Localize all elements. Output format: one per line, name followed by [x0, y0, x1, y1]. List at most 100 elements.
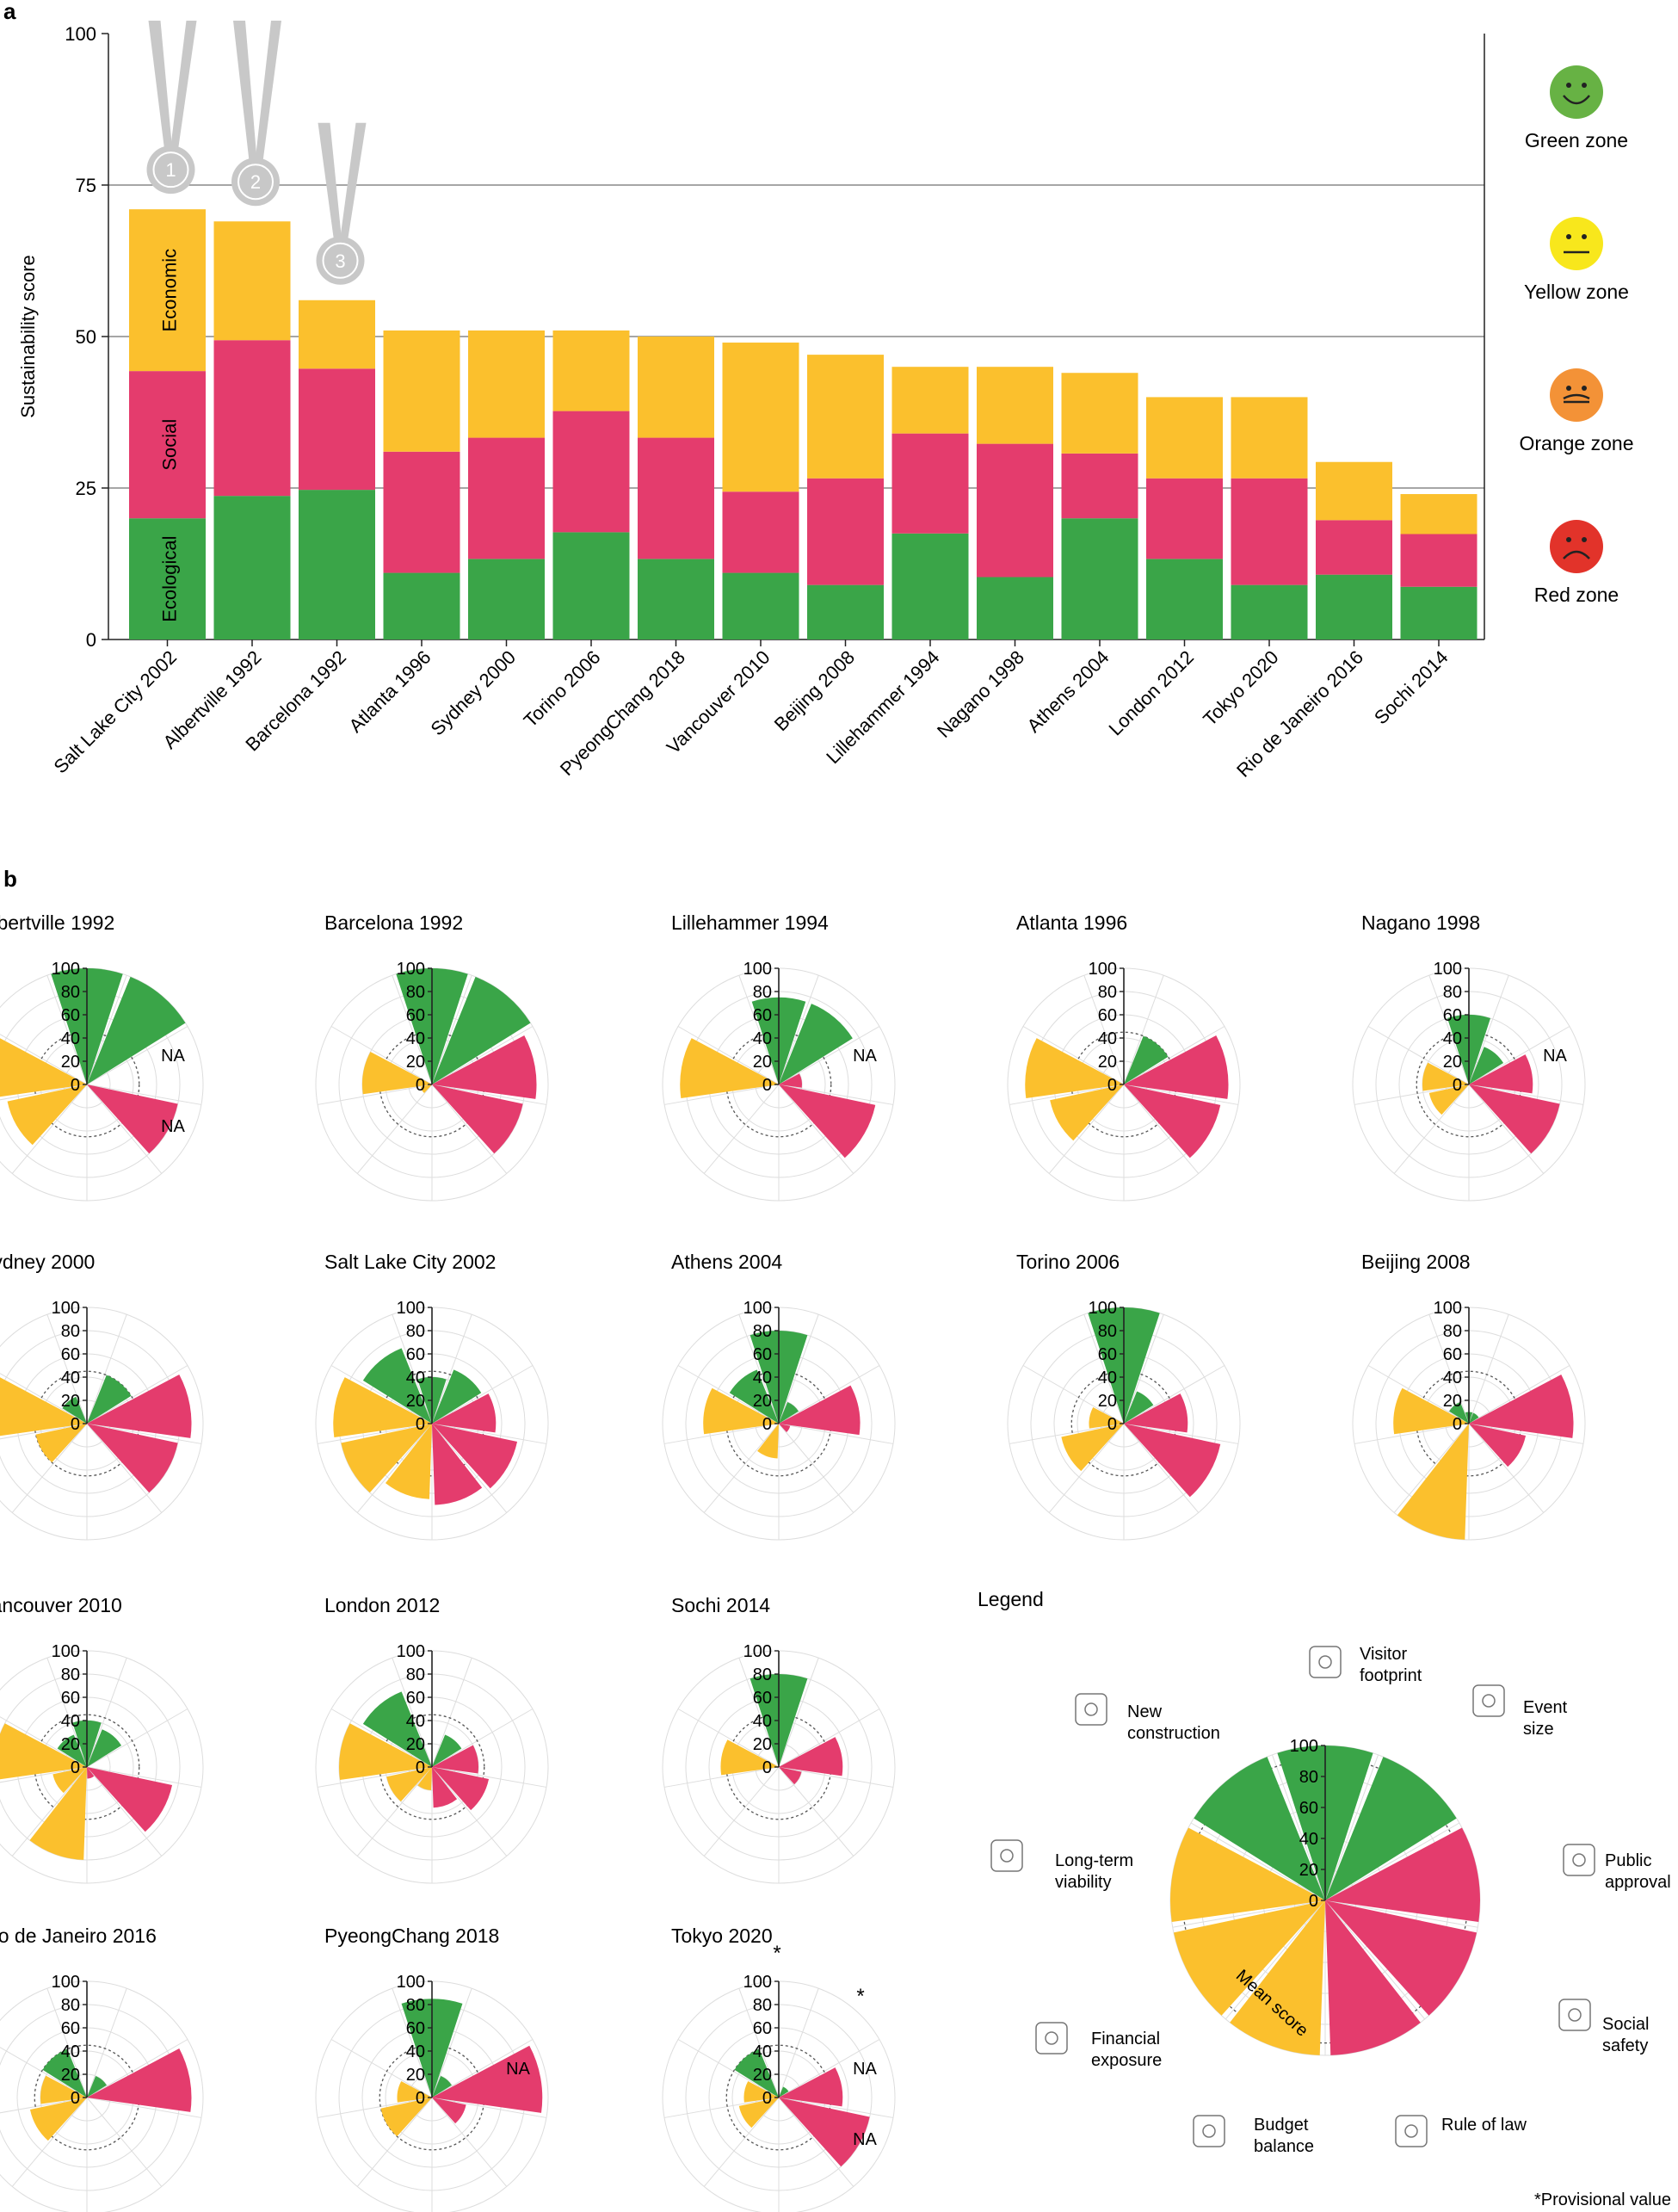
y-tick-label: 50	[76, 326, 96, 348]
radial-tick-label: 0	[416, 1758, 425, 1777]
grid-spoke	[431, 1026, 534, 1085]
radar-title: Barcelona 1992	[324, 911, 463, 934]
icon-frame	[1309, 1646, 1342, 1678]
grid-spoke	[1354, 1423, 1470, 1444]
grid-spoke	[0, 2047, 88, 2098]
radar-title: Tokyo 2020	[671, 1925, 773, 1947]
icon-glyph	[1568, 2008, 1582, 2022]
grid-spoke	[703, 1766, 780, 1857]
radial-tick-label: 60	[1443, 1006, 1462, 1025]
legend-label-new-construction: New construction	[1127, 1702, 1220, 1743]
wedge-event-size	[1124, 1391, 1154, 1424]
wedge-financial-exposure	[420, 1084, 432, 1094]
radial-tick-label: 20	[1098, 1392, 1117, 1411]
radial-tick-label: 100	[743, 960, 772, 979]
wedge-financial-exposure	[7, 1084, 88, 1146]
grid-spoke	[738, 1657, 780, 1768]
radar-lillehammer-1994: Lillehammer 1994 0 20 40 60 80 100 NA	[662, 911, 896, 1202]
face-icon-red-zone	[1550, 520, 1603, 573]
wedge-long-term-viability	[680, 1038, 779, 1098]
medal-ring	[152, 151, 189, 188]
bar-segment-social	[1231, 478, 1308, 585]
grid-spoke	[1172, 1900, 1326, 1928]
wedge-financial-exposure	[341, 1424, 432, 1493]
wedge-new-construction	[1194, 1757, 1325, 1900]
grid-spoke	[1324, 1822, 1460, 1901]
radial-tick-label: 40	[1098, 1029, 1117, 1048]
wedge-event-size	[1469, 1412, 1479, 1424]
radial-tick-label: 40	[753, 1712, 772, 1731]
bar-segment-ecological	[638, 559, 714, 640]
bar-segment-economic	[1146, 397, 1223, 479]
footnote: *Provisional value	[1534, 2190, 1671, 2209]
radial-tick-label: 40	[61, 1712, 80, 1731]
wedge-budget-balance	[757, 1424, 779, 1459]
icon-glyph	[1202, 2124, 1216, 2138]
legend-icon-rule-of-law-icon	[1395, 2115, 1428, 2147]
wedge-event-size	[1469, 1047, 1504, 1084]
radar: 0 20 40 60 80 100	[315, 1299, 549, 1541]
bar-segment-economic	[1231, 397, 1308, 479]
radial-tick-label: 0	[1107, 1415, 1117, 1434]
x-tick-label: Sydney 2000	[427, 646, 520, 739]
wedge-event-size	[432, 1734, 462, 1767]
face-eye-right	[1582, 234, 1587, 239]
na-marker: NA	[853, 2060, 877, 2079]
radar-london-2012: London 2012 0 20 40 60 80 100	[315, 1594, 549, 1884]
radial-tick-label: 0	[416, 2089, 425, 2108]
grid-spoke	[86, 974, 127, 1085]
radial-tick-label: 20	[61, 1053, 80, 1072]
radial-tick-label: 80	[61, 1322, 80, 1341]
x-tick-label: Athens 2004	[1022, 646, 1113, 737]
radial-tick-label: 80	[61, 1996, 80, 2015]
wedge-public-approval	[1124, 1035, 1229, 1099]
grid-spoke	[1324, 1900, 1426, 2020]
grid-spoke	[356, 2097, 433, 2187]
radar-sochi-2014: Sochi 2014 0 20 40 60 80 100	[662, 1594, 896, 1884]
face-disc	[1550, 217, 1603, 270]
legend-label-budget-balance: Budget balance	[1254, 2116, 1314, 2156]
bar-segment-social	[129, 371, 206, 519]
radial-tick-label: 60	[61, 1006, 80, 1025]
medal-ring	[322, 242, 359, 279]
bar-segment-economic	[129, 209, 206, 372]
grid-spoke	[778, 2097, 894, 2118]
wedge-event-size	[1325, 1757, 1457, 1900]
radar: 0 20 40 60 80 100	[662, 1642, 896, 1884]
icon-frame	[1395, 2115, 1428, 2147]
grid-spoke	[431, 1657, 472, 1768]
radial-tick-label: 80	[1443, 1322, 1462, 1341]
radar: 0 20 40 60 80 100	[1169, 1737, 1481, 2056]
radar: 0 20 40 60 80 100	[0, 960, 204, 1202]
wedge-long-term-viability	[0, 1377, 87, 1437]
grid-spoke	[778, 2039, 880, 2098]
grid-spoke	[46, 974, 88, 1085]
series-label-ecological: Ecological	[159, 535, 181, 621]
grid-spoke	[431, 1708, 534, 1768]
radial-tick-label: 100	[397, 1299, 425, 1318]
na-marker: NA	[1543, 1047, 1567, 1066]
radar-title: Lillehammer 1994	[671, 911, 829, 934]
radial-tick-label: 100	[397, 1973, 425, 1992]
radial-tick-label: 0	[71, 1758, 80, 1777]
bar-segment-ecological	[213, 496, 291, 640]
mean-score-circle	[34, 1714, 140, 1820]
wedge-public-approval	[1124, 1393, 1188, 1433]
grid-spoke	[86, 1766, 202, 1788]
radial-tick-label: 20	[406, 1735, 425, 1754]
radial-tick-label: 80	[406, 1996, 425, 2015]
wedge-event-size	[87, 976, 186, 1084]
radar: 0 20 40 60 80 100	[0, 1642, 204, 1884]
grid-spoke	[1123, 1084, 1200, 1174]
icon-frame	[1558, 1999, 1591, 2031]
legend-icon-financial-exposure-icon	[1035, 2022, 1068, 2054]
legend-title: Legend	[978, 1588, 1044, 1610]
wedge-public-approval	[1469, 1374, 1574, 1438]
radial-tick-label: 0	[762, 1076, 772, 1095]
grid-spoke	[86, 1987, 127, 2098]
wedge-rule-of-law	[87, 1767, 95, 1779]
grid-spoke	[1123, 974, 1164, 1085]
wedge-new-construction	[1449, 1401, 1469, 1424]
radar-sydney-2000: Sydney 2000 0 20 40 60 80 100	[0, 1251, 204, 1541]
radial-tick-label: 20	[406, 1392, 425, 1411]
